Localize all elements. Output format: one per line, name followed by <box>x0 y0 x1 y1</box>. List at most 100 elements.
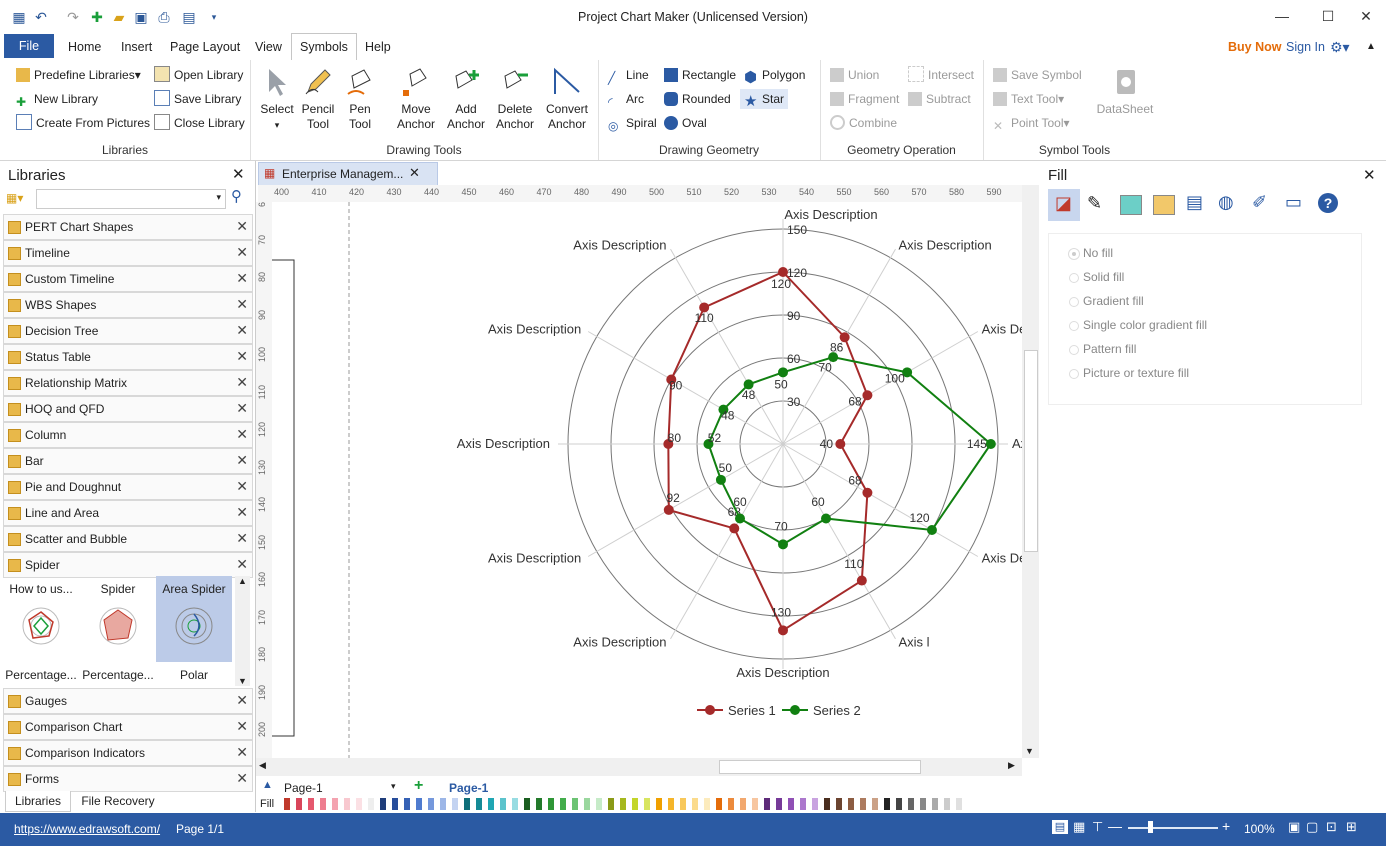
library-row[interactable]: Status Table ✕ <box>3 344 253 370</box>
library-row[interactable]: Relationship Matrix ✕ <box>3 370 253 396</box>
library-row[interactable]: Comparison Chart ✕ <box>3 714 253 740</box>
page-properties-icon[interactable]: ▤ <box>1186 192 1204 212</box>
color-swatch[interactable] <box>764 798 770 810</box>
library-row[interactable]: Timeline ✕ <box>3 240 253 266</box>
maximize-icon[interactable]: ☐ <box>1321 8 1335 24</box>
color-swatch[interactable] <box>680 798 686 810</box>
series-1-line[interactable] <box>667 270 869 632</box>
new-library-button[interactable]: ✚ New Library <box>16 92 99 109</box>
color-swatch[interactable] <box>404 798 410 810</box>
redo-icon[interactable]: ↷ <box>67 9 79 25</box>
close-library-row-icon[interactable]: ✕ <box>236 244 248 260</box>
close-library-row-icon[interactable]: ✕ <box>236 270 248 286</box>
tab-view[interactable]: View <box>255 40 282 54</box>
color-swatch[interactable] <box>596 798 602 810</box>
scroll-down-icon[interactable]: ▼ <box>1025 746 1034 756</box>
close-library-row-icon[interactable]: ✕ <box>236 400 248 416</box>
series-1-point[interactable] <box>663 504 674 515</box>
library-row[interactable]: Pie and Doughnut ✕ <box>3 474 253 500</box>
minimize-icon[interactable]: — <box>1275 8 1289 24</box>
color-swatch[interactable] <box>740 798 746 810</box>
color-swatch[interactable] <box>824 798 830 810</box>
line-button[interactable]: ╱ Line <box>608 68 649 85</box>
color-swatch[interactable] <box>416 798 422 810</box>
text-tool-button[interactable]: Text Tool▾ <box>993 89 1064 109</box>
hyperlink-globe-icon[interactable]: ◍ <box>1218 192 1234 212</box>
close-library-row-icon[interactable]: ✕ <box>236 348 248 364</box>
open-library-button[interactable]: Open Library <box>154 65 243 85</box>
full-screen-icon[interactable]: ▦ <box>1073 819 1086 834</box>
ribbon-collapse-icon[interactable]: ▲ <box>1366 41 1376 52</box>
save-symbol-button[interactable]: Save Symbol <box>993 65 1082 85</box>
library-row[interactable]: Gauges ✕ <box>3 688 253 714</box>
polar-thumb-icon[interactable] <box>174 606 214 646</box>
close-library-row-icon[interactable]: ✕ <box>236 504 248 520</box>
pen-tool-button[interactable]: Pen Tool <box>340 66 380 132</box>
print-icon[interactable]: ⎙ <box>158 9 170 25</box>
paint-bucket-icon[interactable]: ◪ <box>1055 193 1073 213</box>
export-icon[interactable]: ▤ <box>182 9 196 25</box>
color-swatch[interactable] <box>884 798 890 810</box>
line-style-icon[interactable]: ✎ <box>1087 193 1103 213</box>
color-swatch[interactable] <box>860 798 866 810</box>
sign-in-link[interactable]: Sign In <box>1286 40 1325 54</box>
thumb-polar-selected[interactable] <box>156 576 232 662</box>
series-1-point[interactable] <box>862 390 873 401</box>
close-library-row-icon[interactable]: ✕ <box>236 530 248 546</box>
series-1-point[interactable] <box>699 302 710 313</box>
rounded-button[interactable]: Rounded <box>664 89 731 109</box>
horizontal-scroll-thumb[interactable] <box>719 760 921 774</box>
zoom-level[interactable]: 100% <box>1244 822 1275 836</box>
color-swatch[interactable] <box>728 798 734 810</box>
close-library-button[interactable]: Close Library <box>154 113 245 133</box>
open-file-icon[interactable]: ▰ <box>113 9 125 25</box>
close-library-row-icon[interactable]: ✕ <box>236 322 248 338</box>
select-button[interactable]: Select ▾ <box>258 66 296 133</box>
fit-window-icon[interactable]: ⊡ <box>1326 819 1337 834</box>
color-swatch[interactable] <box>512 798 518 810</box>
view-mode-icon[interactable]: ▤ <box>1052 820 1068 834</box>
vertical-scroll-thumb[interactable] <box>1024 350 1038 552</box>
tab-file-recovery[interactable]: File Recovery <box>81 794 155 808</box>
fill-option[interactable]: Pattern fill <box>1069 342 1136 356</box>
color-swatch[interactable] <box>296 798 302 810</box>
zoom-slider[interactable] <box>1128 827 1218 829</box>
close-fill-panel-icon[interactable]: ✕ <box>1363 167 1376 184</box>
library-row[interactable]: Bar ✕ <box>3 448 253 474</box>
series-1-point[interactable] <box>666 374 677 385</box>
tab-home[interactable]: Home <box>68 40 102 54</box>
color-swatch[interactable] <box>692 798 698 810</box>
fill-option[interactable]: Solid fill <box>1069 270 1124 284</box>
color-swatch[interactable] <box>788 798 794 810</box>
vertical-scrollbar[interactable]: ▼ <box>1022 185 1039 758</box>
color-swatch[interactable] <box>908 798 914 810</box>
series-2-point[interactable] <box>735 513 745 524</box>
customize-toolbar-icon[interactable]: ▾ <box>211 12 217 22</box>
arrange-icon[interactable] <box>1153 195 1175 215</box>
note-icon[interactable]: ✐ <box>1252 192 1268 212</box>
series-2-point[interactable] <box>926 525 937 535</box>
comment-icon[interactable]: ▭ <box>1285 192 1303 212</box>
color-swatch[interactable] <box>308 798 314 810</box>
pencil-tool-button[interactable]: Pencil Tool <box>298 66 338 132</box>
library-menu-icon[interactable]: ▦▾ <box>6 191 24 205</box>
color-swatch[interactable] <box>800 798 806 810</box>
series-1-point[interactable] <box>729 523 740 534</box>
close-library-row-icon[interactable]: ✕ <box>236 452 248 468</box>
close-window-icon[interactable]: ✕ <box>1360 8 1372 24</box>
buy-now-link[interactable]: Buy Now <box>1228 40 1282 54</box>
star-button[interactable]: ★ Star <box>740 89 789 110</box>
spiral-button[interactable]: ◎ Spiral <box>608 116 657 133</box>
color-swatch[interactable] <box>752 798 758 810</box>
delete-anchor-button[interactable]: Delete Anchor <box>493 66 537 132</box>
color-swatch[interactable] <box>476 798 482 810</box>
color-swatch[interactable] <box>488 798 494 810</box>
zoom-out-icon[interactable]: — <box>1108 818 1122 834</box>
library-row[interactable]: Comparison Indicators ✕ <box>3 740 253 766</box>
color-swatch[interactable] <box>632 798 638 810</box>
library-search-input[interactable]: ▾ <box>36 189 226 209</box>
search-icon[interactable]: ⚲ <box>231 188 242 205</box>
fill-tab-selected[interactable] <box>1048 189 1080 221</box>
series-2-point[interactable] <box>703 439 714 449</box>
page-tab-page-1[interactable]: Page-1 <box>449 781 489 795</box>
